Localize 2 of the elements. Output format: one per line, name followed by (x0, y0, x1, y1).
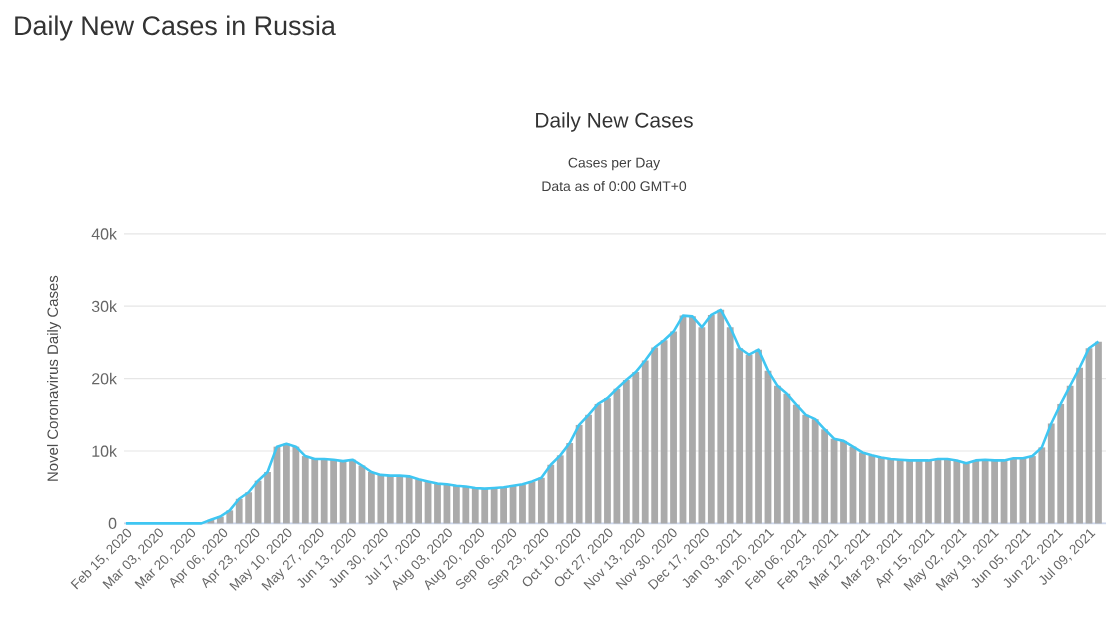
chart-title: Daily New Cases in Russia (15, 15, 336, 41)
chart-subtitle: Daily New Cases (536, 112, 693, 132)
